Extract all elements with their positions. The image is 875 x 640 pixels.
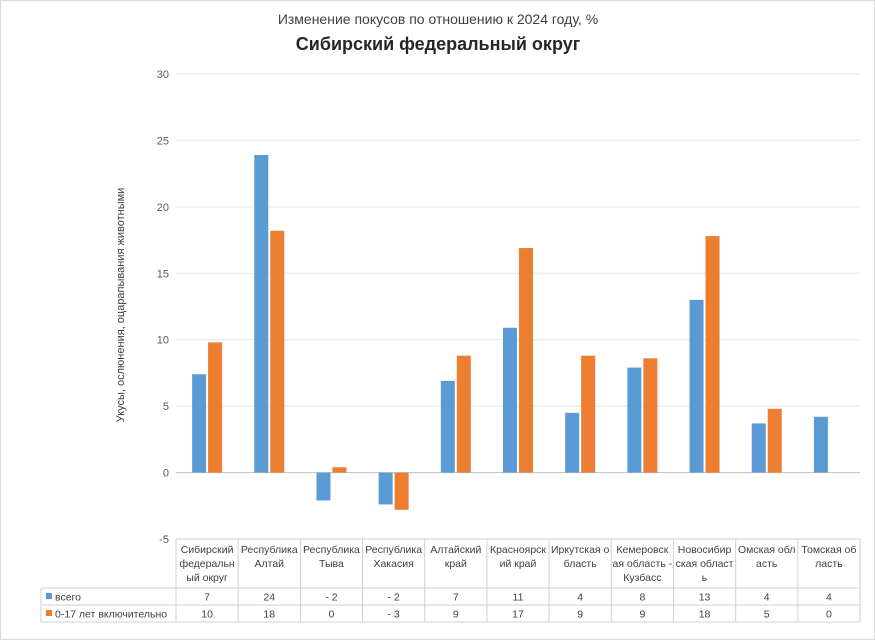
category-label: Республика [303, 544, 360, 556]
bar-total [440, 380, 455, 473]
category-label: Кемеровск [616, 544, 668, 556]
chart-title: Сибирский федеральный округ [296, 34, 581, 54]
bar-children [332, 467, 347, 473]
category-label: бласть [564, 558, 598, 570]
y-tick-label: -5 [159, 534, 169, 546]
bar-children [394, 472, 409, 510]
bar-total [813, 416, 828, 473]
table-value: 18 [263, 609, 275, 621]
table-value: 4 [577, 592, 583, 604]
table-value: 0 [826, 609, 832, 621]
category-label: Тыва [319, 558, 344, 570]
table-value: - 3 [388, 609, 400, 621]
bar-total [192, 374, 207, 473]
table-value: - 2 [325, 592, 337, 604]
legend-key-children [46, 610, 52, 616]
bar-total [751, 423, 766, 473]
bar-children [643, 358, 658, 473]
category-label: край [445, 558, 467, 570]
category-label: ласть [815, 558, 843, 570]
category-label: Иркутская о [551, 544, 610, 556]
bar-total [316, 472, 331, 501]
category-label: Хакасия [373, 558, 413, 570]
bar-total [254, 155, 269, 473]
y-axis-ticks: -5 0 5 10 15 20 25 30 [157, 69, 169, 546]
category-label: Республика [241, 544, 298, 556]
bar-children [767, 408, 782, 473]
bar-children [705, 236, 720, 473]
table-value: 8 [639, 592, 645, 604]
table-value: 7 [453, 592, 459, 604]
table-value: 18 [699, 609, 711, 621]
bar-total [503, 327, 517, 473]
table-value: 9 [639, 609, 645, 621]
y-tick-label: 0 [163, 468, 169, 480]
table-value: 11 [513, 592, 524, 604]
category-label: Омская обл [738, 544, 795, 556]
table-value: 0 [329, 609, 335, 621]
bar-children [208, 342, 223, 473]
legend-label: всего [55, 592, 81, 604]
category-label: Алтайский [430, 544, 481, 556]
legend-label: 0-17 лет включительно [55, 609, 167, 621]
y-tick-label: 20 [157, 202, 169, 214]
category-label: ская област [676, 558, 734, 570]
category-label: федеральн [179, 558, 234, 570]
category-label: Сибирский [181, 544, 234, 556]
category-label: Кузбасс [623, 572, 661, 584]
bar-marks [192, 155, 828, 510]
bar-children [456, 355, 471, 473]
y-tick-label: 30 [157, 69, 169, 81]
table-value: 10 [201, 609, 213, 621]
table-value: 17 [512, 609, 524, 621]
table-value: 7 [204, 592, 210, 604]
table-value: 5 [764, 609, 770, 621]
category-label: ый округ [186, 572, 228, 584]
data-table: Сибирский федеральн ый округ 7 10 Республика А… [40, 538, 861, 623]
y-tick-label: 5 [163, 401, 169, 413]
category-label: Алтай [255, 558, 285, 570]
bar-total [627, 367, 642, 473]
category-label: ая область - [612, 558, 672, 570]
table-value: 13 [699, 592, 711, 604]
table-value: 24 [263, 592, 275, 604]
legend-key-total [46, 593, 52, 599]
category-label: Красноярск [490, 544, 546, 556]
category-label: Республика [365, 544, 422, 556]
table-value: 9 [453, 609, 459, 621]
bar-total [378, 472, 393, 505]
bar-total [565, 412, 580, 473]
category-label: Новосибир [678, 544, 732, 556]
y-axis-label: Укусы, ослюнения, оцарапывания животными [115, 188, 127, 423]
y-tick-label: 15 [157, 268, 169, 280]
chart-subtitle: Изменение покусов по отношению к 2024 го… [278, 11, 598, 27]
table-value: - 2 [388, 592, 400, 604]
table-value: 9 [577, 609, 583, 621]
bar-total [689, 299, 704, 473]
y-tick-label: 10 [157, 335, 169, 347]
bar-children [519, 248, 533, 473]
category-label: ий край [500, 558, 537, 570]
table-value: 4 [826, 592, 832, 604]
category-label: Томская об [801, 544, 856, 556]
table-value: 4 [764, 592, 770, 604]
y-tick-label: 25 [157, 135, 169, 147]
category-label: ь [702, 572, 708, 584]
category-label: асть [756, 558, 778, 570]
bar-children [270, 230, 285, 473]
bar-children [581, 355, 596, 473]
